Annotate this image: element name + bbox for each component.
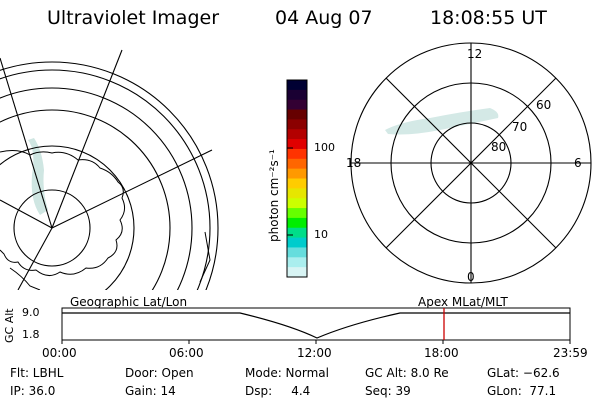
timeline-left-title: Geographic Lat/Lon [70, 295, 188, 309]
colorbar-cell [287, 198, 307, 209]
seq-value: Seq: 39 [365, 384, 411, 398]
door-value: Door: Open [125, 366, 194, 380]
latitude-circle [0, 69, 211, 290]
colorbar-cell [287, 129, 307, 140]
lat-label-60: 60 [536, 98, 552, 112]
meridian-line [0, 57, 53, 229]
colorbar-cell [287, 267, 307, 278]
aurora-patch [385, 108, 499, 135]
y-tick-9: 9.0 [22, 306, 40, 319]
x-tick-label: 23:59 [553, 346, 588, 360]
lat-label-80: 80 [491, 140, 507, 154]
lat-label-70: 70 [512, 120, 528, 134]
colorbar-cell [287, 158, 307, 170]
colorbar-cell [287, 119, 307, 130]
colorbar-tick-label: 100 [314, 141, 335, 154]
colorbar-frame [286, 79, 308, 278]
time-label: 18:08:55 UT [430, 7, 547, 29]
coastline [0, 150, 126, 276]
glon-value: GLon: 77.1 [487, 384, 557, 398]
latitude-circle [0, 87, 193, 290]
meridian-line [51, 49, 123, 229]
colorbar-cell [287, 139, 307, 150]
timeline-right-title: Apex MLat/MLT [418, 295, 508, 309]
x-tick-label: 00:00 [42, 346, 77, 360]
altitude-curve [62, 312, 570, 339]
x-tick-label: 12:00 [297, 346, 332, 360]
mlt-line [385, 77, 557, 249]
meridian-line [0, 199, 53, 229]
mode-value: Mode: Normal [245, 366, 329, 380]
colorbar-cell [287, 148, 307, 160]
gc-alt-value: GC Alt: 8.0 Re [365, 366, 449, 380]
latitude-circle [0, 109, 171, 290]
colorbar-cell [287, 257, 307, 268]
glat-value: GLat: −62.6 [487, 366, 560, 380]
colorbar-cell [287, 109, 307, 120]
colorbar-tick-label: 10 [314, 228, 328, 241]
latitude-circle [0, 145, 135, 290]
colorbar-cell [287, 80, 307, 91]
y-tick-1.8: 1.8 [22, 328, 40, 341]
colorbar-cell [287, 227, 307, 239]
gain-value: Gain: 14 [125, 384, 176, 398]
latitude-circle [13, 189, 91, 267]
x-tick-label: 18:00 [424, 346, 459, 360]
mlt-label-12: 12 [467, 47, 483, 61]
colorbar-cell [287, 247, 307, 258]
latitude-circle [0, 61, 219, 290]
colorbar-cell [287, 208, 307, 219]
x-tick-label: 06:00 [169, 346, 204, 360]
ip-value: IP: 36.0 [10, 384, 56, 398]
meridian-line [51, 149, 213, 229]
date-label: 04 Aug 07 [275, 7, 373, 29]
filter-value: Flt: LBHL [10, 366, 64, 380]
colorbar-cell [287, 237, 307, 248]
aurora-patch [28, 138, 48, 215]
coastline [9, 267, 41, 290]
mlt-label-18: 18 [346, 156, 362, 170]
colorbar-cell [287, 178, 307, 189]
dsp-value: Dsp: 4.4 [245, 384, 311, 398]
colorbar-cell [287, 168, 307, 179]
colorbar-cell [287, 89, 307, 101]
colorbar-cell [287, 188, 307, 199]
mlt-label-0: 0 [467, 270, 475, 284]
coastline [199, 231, 211, 283]
colorbar-cell [287, 99, 307, 111]
mlt-label-6: 6 [574, 156, 582, 170]
colorbar-cell [287, 217, 307, 229]
app-title: Ultraviolet Imager [47, 7, 220, 29]
